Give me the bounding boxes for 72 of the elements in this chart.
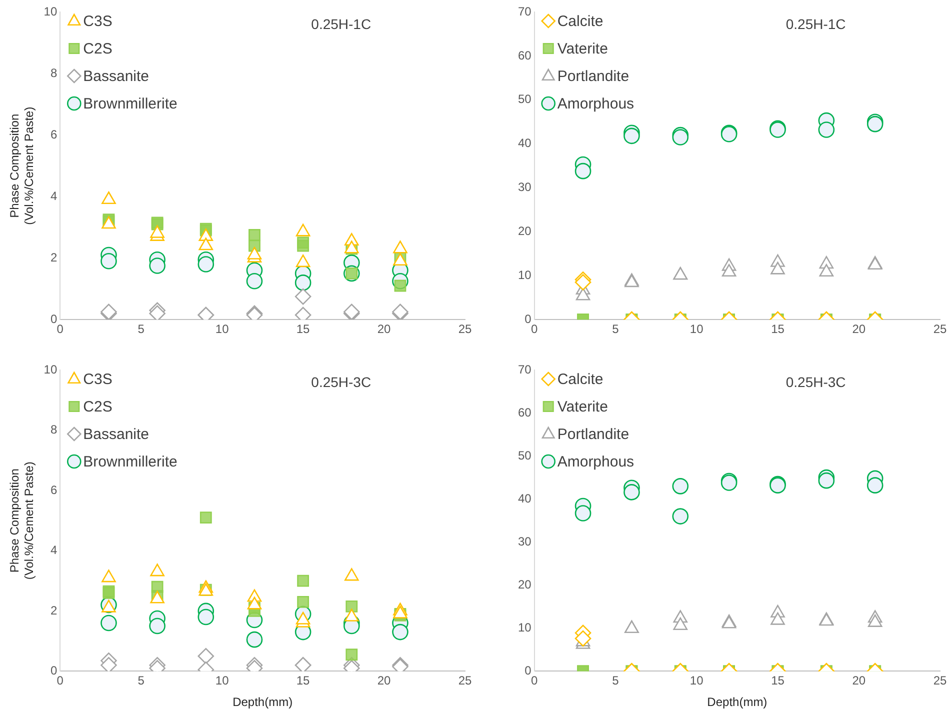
y-tick-label: 50 [518, 92, 532, 106]
legend-label: Amorphous [557, 454, 634, 471]
y-tick-label: 8 [50, 66, 58, 80]
legend-label: Calcite [557, 371, 604, 388]
y-tick-label: 0 [524, 312, 532, 326]
y-tick-label: 70 [518, 4, 532, 18]
legend-label: C3S [83, 13, 112, 30]
x-tick-label: 25 [458, 674, 472, 688]
x-tick-label: 25 [933, 674, 947, 688]
y-tick-label: 4 [50, 543, 58, 558]
x-tick-label: 25 [458, 322, 472, 336]
y-tick-label: 0 [50, 312, 58, 326]
y-tick-label: 50 [518, 448, 532, 462]
legend-label: Portlandite [557, 426, 630, 444]
chart-title: 0.25H-3C [311, 374, 372, 390]
chart-title: 0.25H-3C [786, 374, 846, 390]
x-axis-title: Depth(mm) [232, 695, 293, 710]
legend-label: Brownmillerite [83, 454, 178, 471]
y-tick-label: 20 [518, 577, 532, 592]
x-tick-label: 5 [612, 674, 620, 688]
chart-title: 0.25H-1C [786, 16, 846, 32]
x-tick-label: 20 [377, 322, 392, 336]
y-tick-label: 6 [50, 127, 58, 142]
x-tick-label: 25 [933, 322, 947, 336]
legend-label: Bassanite [83, 68, 150, 86]
y-tick-label: 10 [44, 4, 58, 18]
y-tick-label: 8 [50, 422, 58, 437]
legend-label: C2S [83, 40, 112, 58]
y-tick-label: 2 [50, 603, 58, 618]
chart-title: 0.25H-1C [311, 16, 372, 32]
y-tick-label: 40 [518, 136, 532, 150]
y-tick-label: 10 [518, 268, 532, 282]
y-tick-label: 2 [50, 250, 58, 264]
x-tick-label: 20 [852, 674, 866, 688]
x-tick-label: 15 [771, 674, 785, 688]
x-tick-label: 5 [138, 322, 145, 336]
legend-label: Bassanite [83, 426, 150, 444]
y-axis-title: Phase Composition (Vol.%/Cement Paste) [8, 462, 36, 580]
y-tick-label: 30 [518, 180, 532, 194]
legend-label: Amorphous [557, 96, 634, 113]
y-tick-label: 40 [518, 491, 532, 506]
x-tick-label: 15 [771, 322, 785, 336]
y-tick-label: 10 [518, 620, 532, 634]
y-axis-title: Phase Composition (Vol.%/Cement Paste) [8, 106, 36, 225]
x-tick-label: 10 [690, 674, 704, 688]
legend-label: Calcite [557, 13, 604, 30]
y-tick-label: 60 [518, 48, 532, 62]
y-tick-label: 0 [50, 664, 58, 678]
legend-label: Brownmillerite [83, 96, 178, 113]
y-tick-label: 30 [518, 534, 532, 548]
legend-label: Vaterite [557, 40, 608, 58]
x-tick-label: 10 [215, 322, 230, 336]
x-tick-label: 15 [296, 674, 310, 688]
x-tick-label: 5 [138, 674, 145, 688]
legend-label: C3S [83, 371, 112, 388]
y-tick-label: 4 [50, 188, 58, 203]
x-axis-title: Depth(mm) [707, 695, 768, 710]
x-tick-label: 10 [690, 322, 704, 336]
y-tick-label: 60 [518, 405, 532, 420]
y-tick-label: 70 [518, 362, 532, 376]
y-tick-label: 20 [518, 224, 532, 238]
x-tick-label: 5 [612, 322, 620, 336]
y-tick-label: 10 [44, 362, 58, 376]
x-tick-label: 20 [377, 674, 392, 688]
x-tick-label: 10 [215, 674, 230, 688]
legend-label: Vaterite [557, 398, 608, 416]
y-tick-label: 6 [50, 482, 58, 497]
x-tick-label: 20 [852, 322, 866, 336]
y-tick-label: 0 [524, 664, 532, 678]
legend-label: Portlandite [557, 68, 630, 86]
legend-label: C2S [83, 398, 112, 416]
x-tick-label: 15 [296, 322, 310, 336]
